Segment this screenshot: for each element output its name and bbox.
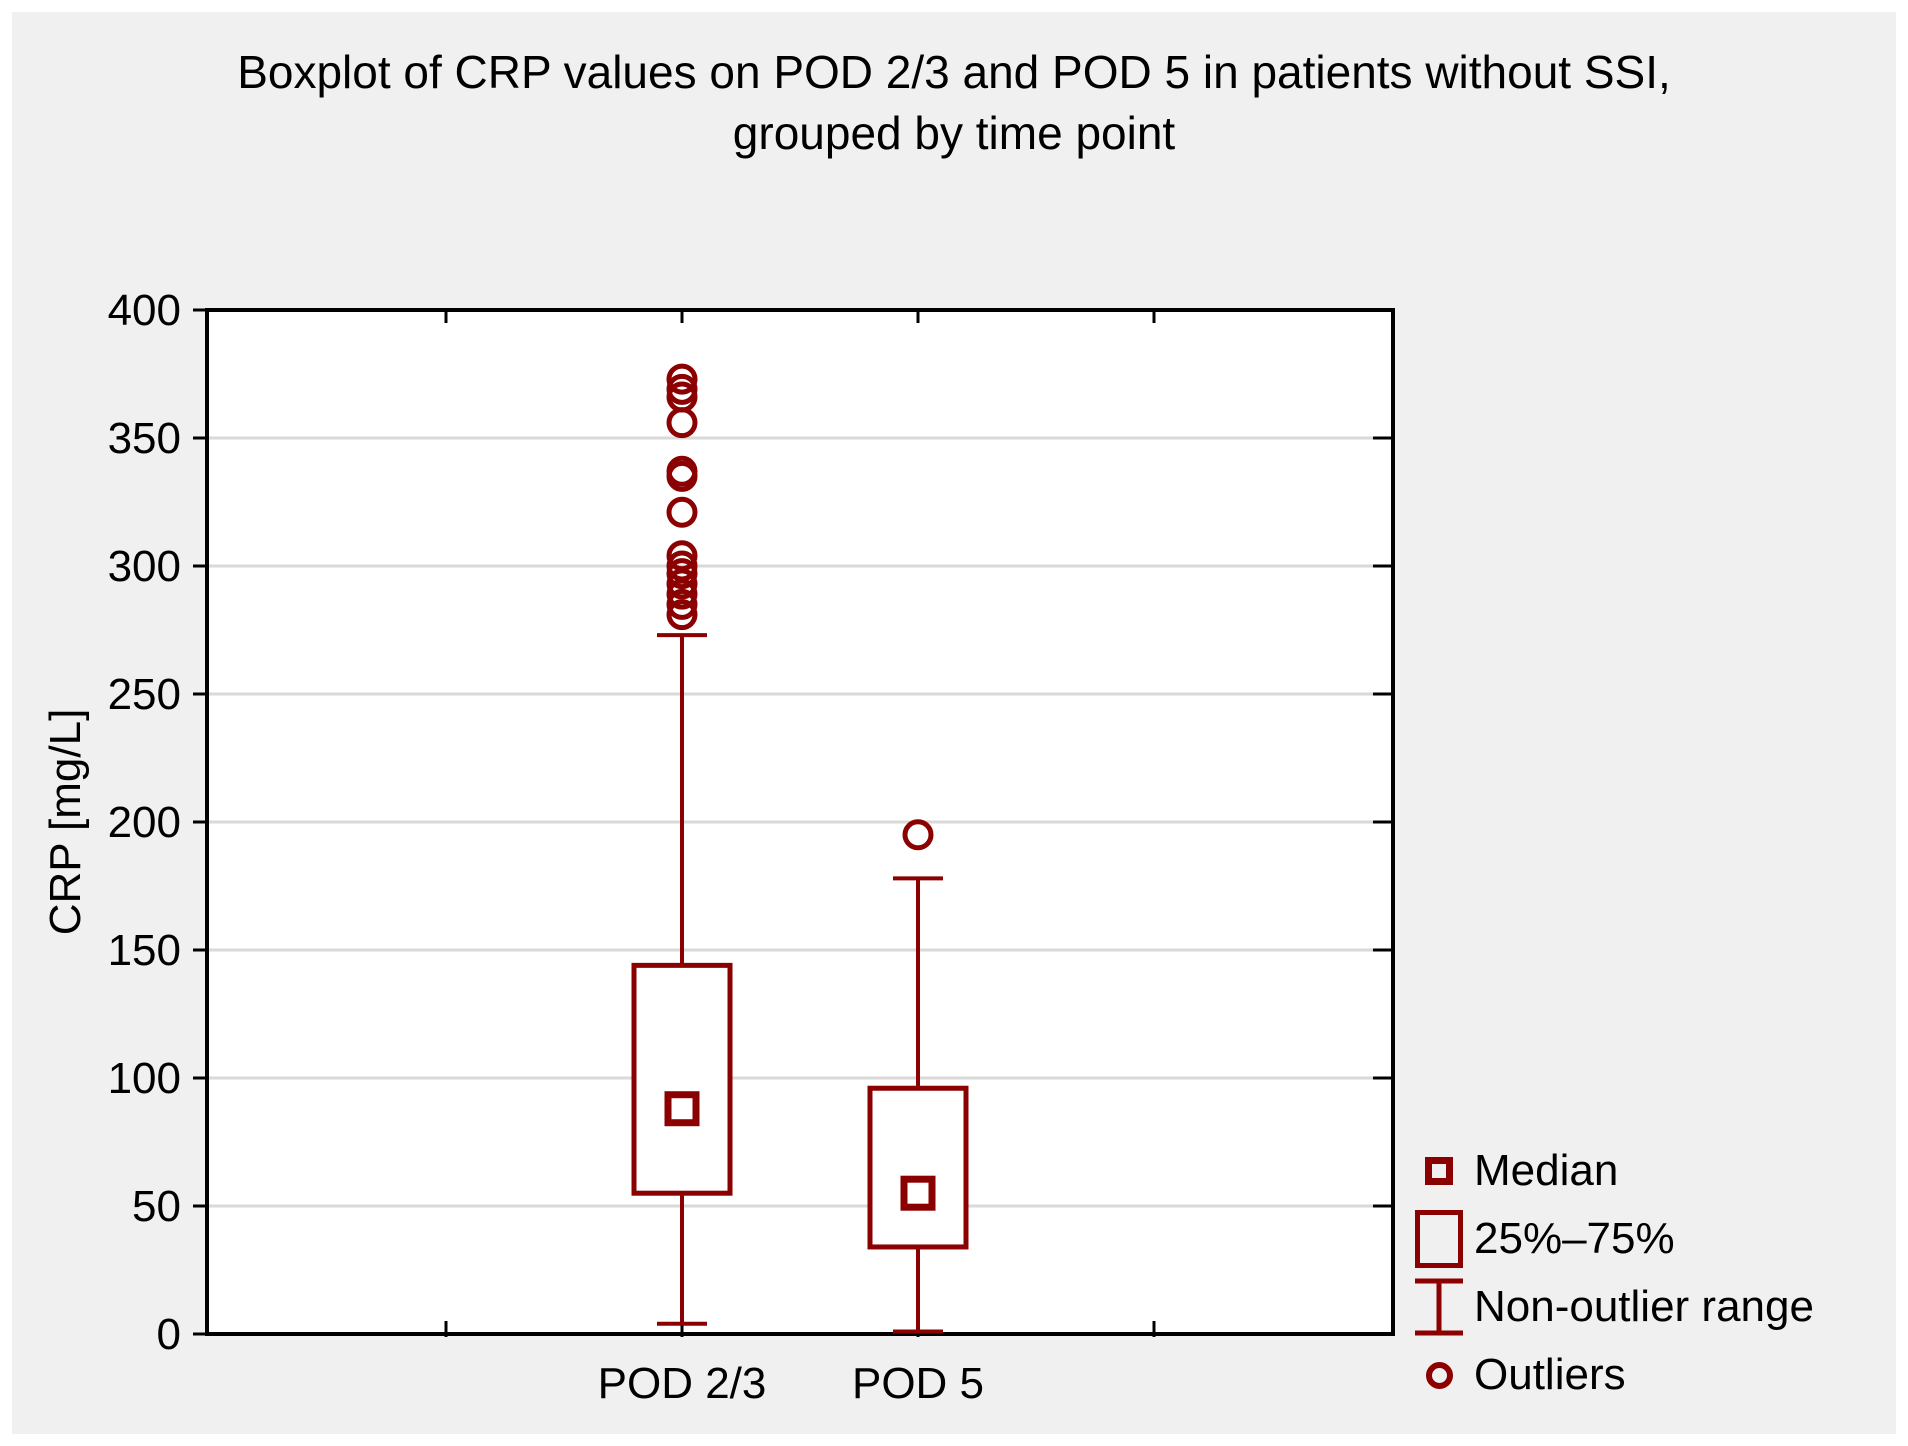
median-marker-0: [664, 1091, 700, 1127]
chart-title: Boxplot of CRP values on POD 2/3 and POD…: [0, 42, 1908, 164]
chart-title-line1: Boxplot of CRP values on POD 2/3 and POD…: [237, 46, 1671, 98]
outlier-0-0: [666, 363, 698, 395]
y-tick-label-400: 400: [108, 286, 181, 335]
outlier-0-6: [666, 496, 698, 528]
outlier-0-5: [666, 460, 698, 492]
y-tick-label-150: 150: [108, 926, 181, 975]
outlier-1-0: [902, 819, 934, 851]
outlier-marker-icon: [1425, 1361, 1453, 1389]
x-category-label-1: POD 5: [852, 1359, 984, 1408]
y-tick-label-350: 350: [108, 414, 181, 463]
legend: Median 25%–75% Non-outlier range Outlier…: [1404, 1137, 1814, 1409]
legend-label-outliers: Outliers: [1474, 1350, 1626, 1399]
legend-item-box: 25%–75%: [1404, 1205, 1814, 1273]
y-axis-title: CRP [mg/L]: [41, 709, 90, 936]
y-tick-label-0: 0: [157, 1310, 181, 1359]
legend-label-box: 25%–75%: [1474, 1214, 1675, 1263]
median-marker-1: [900, 1175, 936, 1211]
legend-item-median: Median: [1404, 1137, 1814, 1205]
outlier-0-9: [666, 558, 698, 590]
median-marker-icon: [1425, 1157, 1453, 1185]
legend-label-median: Median: [1474, 1146, 1619, 1195]
y-tick-label-300: 300: [108, 542, 181, 591]
outlier-0-11: [666, 578, 698, 610]
legend-label-whisker: Non-outlier range: [1474, 1282, 1814, 1331]
box-range-icon: [1415, 1210, 1463, 1268]
y-tick-label-50: 50: [132, 1182, 181, 1231]
outlier-0-10: [666, 568, 698, 600]
legend-item-outliers: Outliers: [1404, 1341, 1814, 1409]
outlier-0-13: [666, 599, 698, 631]
outlier-0-12: [666, 588, 698, 620]
iqr-box-0: [631, 962, 733, 1196]
y-tick-label-250: 250: [108, 670, 181, 719]
legend-item-whisker: Non-outlier range: [1404, 1273, 1814, 1341]
y-tick-label-200: 200: [108, 798, 181, 847]
whisker-range-icon: [1415, 1278, 1463, 1336]
iqr-box-1: [867, 1085, 969, 1250]
y-tick-label-100: 100: [108, 1054, 181, 1103]
outlier-0-3: [666, 407, 698, 439]
x-category-label-0: POD 2/3: [598, 1359, 767, 1408]
chart-title-line2: grouped by time point: [732, 107, 1176, 159]
